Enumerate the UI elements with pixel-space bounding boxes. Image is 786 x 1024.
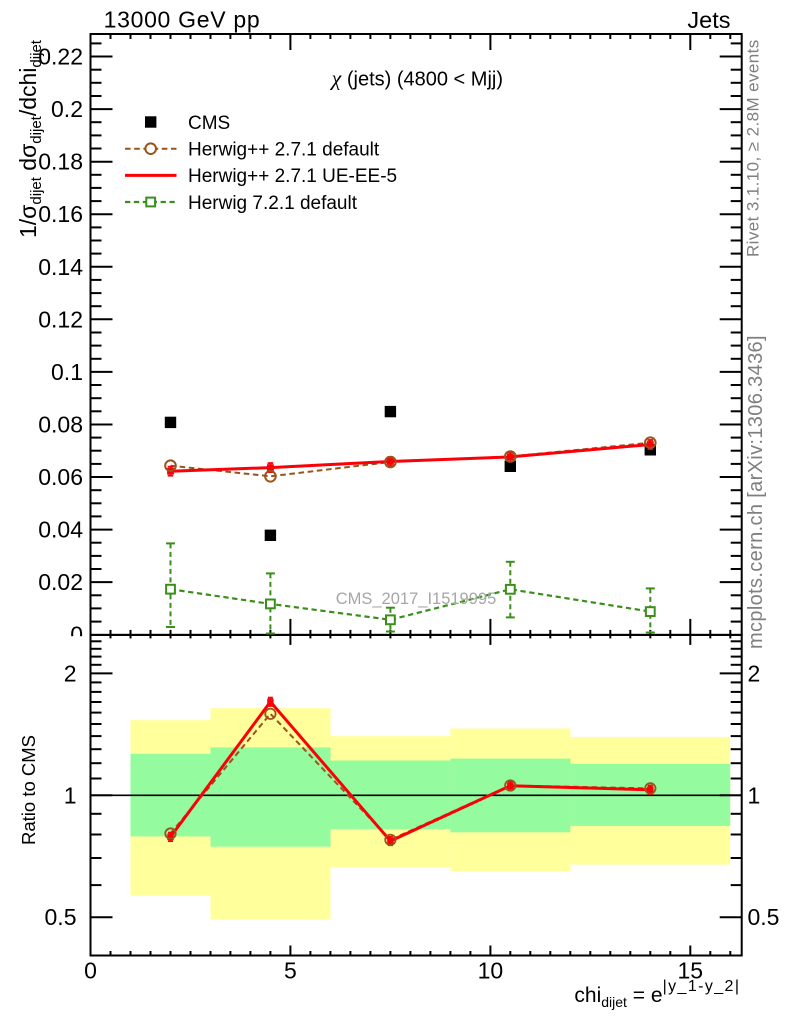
svg-text:0.08: 0.08 <box>38 412 83 438</box>
svg-text:1: 1 <box>64 782 77 808</box>
svg-text:Herwig++ 2.7.1 default: Herwig++ 2.7.1 default <box>188 140 380 161</box>
svg-text:0.04: 0.04 <box>38 517 83 543</box>
svg-text:0.5: 0.5 <box>748 904 780 930</box>
svg-text:Herwig 7.2.1 default: Herwig 7.2.1 default <box>188 193 358 214</box>
svg-text:0.1: 0.1 <box>51 359 83 385</box>
svg-text:χ (jets) (4800 < Mjj): χ (jets) (4800 < Mjj) <box>330 66 503 91</box>
svg-text:2: 2 <box>64 660 77 686</box>
svg-text:2: 2 <box>748 660 761 686</box>
svg-text:Ratio to CMS: Ratio to CMS <box>18 735 39 845</box>
svg-text:0.02: 0.02 <box>38 569 83 595</box>
svg-text:0.14: 0.14 <box>38 254 83 280</box>
svg-text:1: 1 <box>748 782 761 808</box>
svg-text:0.5: 0.5 <box>45 904 77 930</box>
svg-text:Jets: Jets <box>687 7 730 33</box>
svg-text:0: 0 <box>84 958 97 984</box>
svg-text:0.12: 0.12 <box>38 306 83 332</box>
svg-text:15: 15 <box>678 958 704 984</box>
svg-text:5: 5 <box>284 958 297 984</box>
svg-text:0.16: 0.16 <box>38 201 83 227</box>
svg-text:0.06: 0.06 <box>38 464 83 490</box>
svg-text:10: 10 <box>478 958 504 984</box>
svg-text:0.22: 0.22 <box>38 44 83 70</box>
svg-text:Herwig++ 2.7.1 UE-EE-5: Herwig++ 2.7.1 UE-EE-5 <box>188 166 397 187</box>
svg-text:mcplots.cern.ch [arXiv:1306.34: mcplots.cern.ch [arXiv:1306.3436] <box>745 335 767 649</box>
svg-text:0.18: 0.18 <box>38 149 83 175</box>
svg-text:CMS_2017_I1519995: CMS_2017_I1519995 <box>336 590 497 608</box>
svg-text:13000 GeV pp: 13000 GeV pp <box>104 7 261 33</box>
svg-text:0.2: 0.2 <box>51 96 83 122</box>
svg-text:CMS: CMS <box>188 113 230 134</box>
svg-text:Rivet 3.1.10, ≥ 2.8M events: Rivet 3.1.10, ≥ 2.8M events <box>744 39 763 257</box>
svg-text:1/σdijet dσdijet/dchidijet: 1/σdijet dσdijet/dchidijet <box>15 39 45 238</box>
